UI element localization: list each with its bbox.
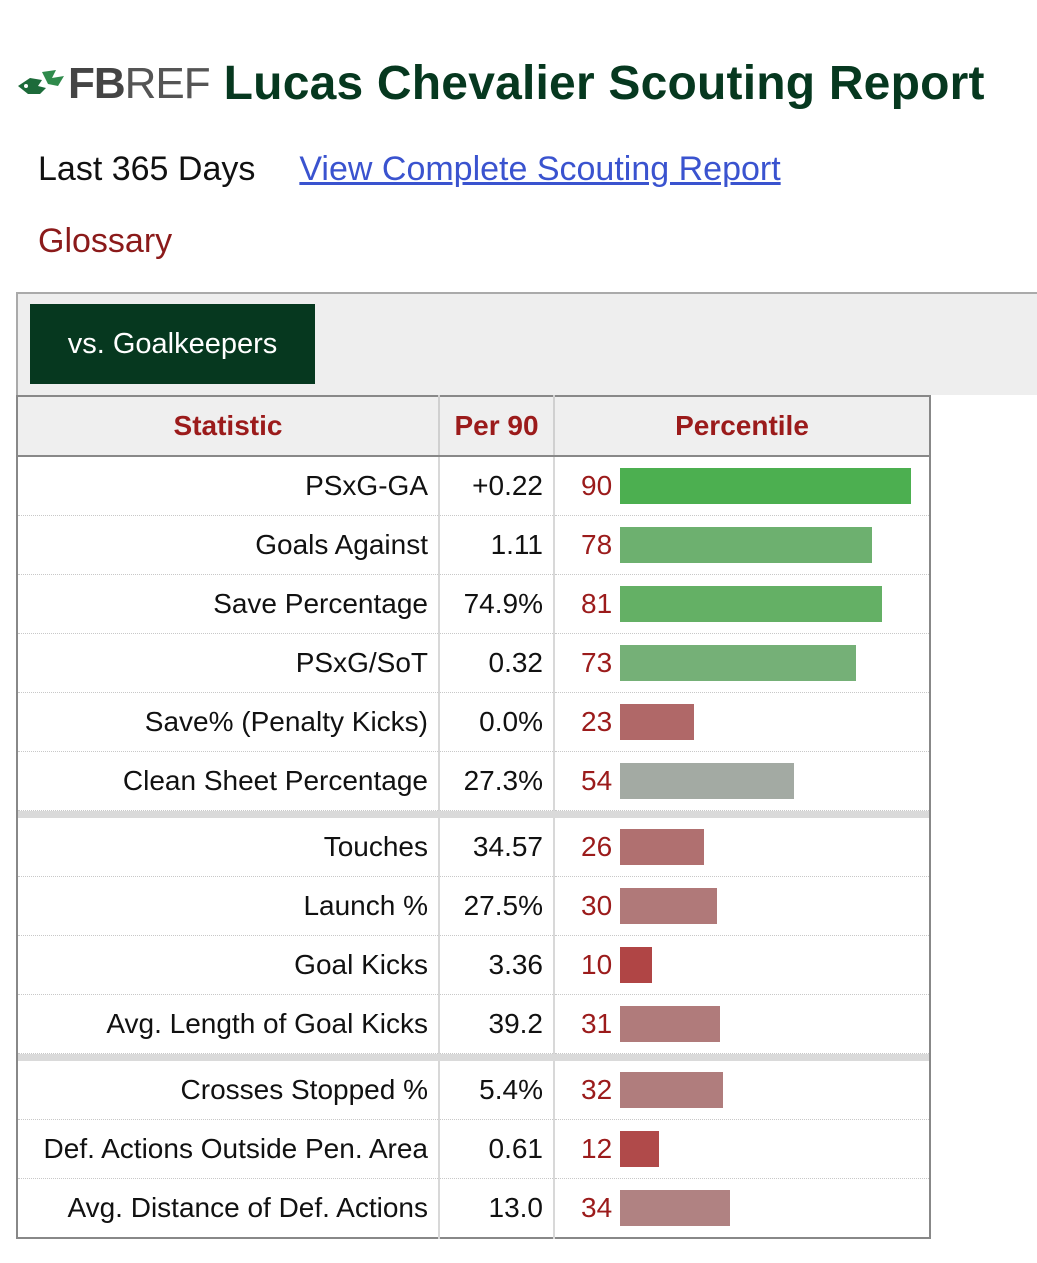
- percentile-value: 12: [581, 1133, 613, 1164]
- percentile-bar: [620, 586, 882, 622]
- percentile-bar: [620, 888, 717, 924]
- stat-name: PSxG-GA: [17, 456, 440, 516]
- percentile-value: 90: [581, 470, 613, 501]
- percentile-value: 23: [581, 706, 613, 737]
- stat-name: Goals Against: [17, 515, 440, 575]
- table-row: PSxG/SoT 0.32 73: [17, 633, 930, 693]
- page-title: Lucas Chevalier Scouting Report: [223, 57, 985, 110]
- header-per90[interactable]: Per 90: [439, 396, 555, 457]
- stat-name: Goal Kicks: [17, 935, 440, 995]
- percentile-value: 78: [581, 529, 613, 560]
- fbref-wordmark: FBREF: [68, 59, 211, 108]
- stat-name: Crosses Stopped %: [17, 1061, 440, 1120]
- table-row: Save Percentage 74.9% 81: [17, 574, 930, 634]
- table-row: Crosses Stopped % 5.4% 32: [17, 1061, 930, 1120]
- percentile-bar: [620, 1006, 720, 1042]
- stat-name: Avg. Length of Goal Kicks: [17, 994, 440, 1054]
- per90-value: 74.9%: [439, 574, 555, 634]
- table-row: Touches 34.57 26: [17, 818, 930, 877]
- per90-value: 34.57: [439, 818, 555, 877]
- per90-value: 27.5%: [439, 876, 555, 936]
- header-percentile[interactable]: Percentile: [554, 396, 930, 457]
- stat-name: Avg. Distance of Def. Actions: [17, 1178, 440, 1239]
- percentile-cell: 78: [554, 515, 930, 575]
- percentile-value: 30: [581, 890, 613, 921]
- percentile-bar: [620, 763, 794, 799]
- stat-name: Touches: [17, 818, 440, 877]
- table-row: Clean Sheet Percentage 27.3% 54: [17, 751, 930, 811]
- table-row: Avg. Distance of Def. Actions 13.0 34: [17, 1178, 930, 1239]
- percentile-value: 31: [581, 1008, 613, 1039]
- full-report-link[interactable]: View Complete Scouting Report: [299, 150, 781, 188]
- percentile-cell: 31: [554, 994, 930, 1054]
- percentile-value: 73: [581, 647, 613, 678]
- stat-name: Save Percentage: [17, 574, 440, 634]
- per90-value: 13.0: [439, 1178, 555, 1239]
- stat-name: PSxG/SoT: [17, 633, 440, 693]
- table-row: Launch % 27.5% 30: [17, 876, 930, 936]
- percentile-value: 32: [581, 1074, 613, 1105]
- percentile-cell: 34: [554, 1178, 930, 1239]
- group-separator: [17, 1053, 930, 1061]
- percentile-value: 81: [581, 588, 613, 619]
- percentile-cell: 12: [554, 1119, 930, 1179]
- table-row: Goals Against 1.11 78: [17, 515, 930, 575]
- percentile-bar: [620, 947, 652, 983]
- percentile-value: 10: [581, 949, 613, 980]
- percentile-bar: [620, 1072, 723, 1108]
- percentile-bar: [620, 527, 872, 563]
- percentile-bar: [620, 704, 694, 740]
- fbref-logo[interactable]: FBREF: [16, 59, 211, 108]
- scouting-table: Statistic Per 90 Percentile PSxG-GA +0.22…: [16, 395, 931, 1239]
- tab-bar: vs. Goalkeepers: [16, 292, 1037, 395]
- table-row: Avg. Length of Goal Kicks 39.2 31: [17, 994, 930, 1054]
- table-row: PSxG-GA +0.22 90: [17, 456, 930, 516]
- stat-name: Save% (Penalty Kicks): [17, 692, 440, 752]
- fbref-leaf-icon: [18, 70, 64, 94]
- per90-value: 39.2: [439, 994, 555, 1054]
- table-row: Def. Actions Outside Pen. Area 0.61 12: [17, 1119, 930, 1179]
- separator-cell: [17, 1053, 930, 1061]
- report-options: Last 365 Days View Complete Scouting Rep…: [38, 150, 781, 189]
- group-separator: [17, 810, 930, 818]
- percentile-value: 54: [581, 765, 613, 796]
- per90-value: 27.3%: [439, 751, 555, 811]
- glossary-link[interactable]: Glossary: [38, 222, 173, 260]
- percentile-cell: 23: [554, 692, 930, 752]
- per90-value: 1.11: [439, 515, 555, 575]
- percentile-cell: 10: [554, 935, 930, 995]
- tab-vs-goalkeepers[interactable]: vs. Goalkeepers: [30, 304, 315, 384]
- period-label: Last 365 Days: [38, 150, 256, 188]
- table-row: Goal Kicks 3.36 10: [17, 935, 930, 995]
- percentile-cell: 54: [554, 751, 930, 811]
- per90-value: +0.22: [439, 456, 555, 516]
- page-header: FBREF Lucas Chevalier Scouting Report: [16, 56, 985, 112]
- table-row: Save% (Penalty Kicks) 0.0% 23: [17, 692, 930, 752]
- percentile-bar: [620, 468, 911, 504]
- percentile-cell: 26: [554, 818, 930, 877]
- separator-cell: [17, 810, 930, 818]
- per90-value: 0.61: [439, 1119, 555, 1179]
- per90-value: 5.4%: [439, 1061, 555, 1120]
- stat-name: Def. Actions Outside Pen. Area: [17, 1119, 440, 1179]
- table-header-row: Statistic Per 90 Percentile: [17, 396, 930, 457]
- percentile-bar: [620, 829, 704, 865]
- percentile-bar: [620, 1131, 659, 1167]
- percentile-cell: 90: [554, 456, 930, 516]
- percentile-value: 26: [581, 831, 613, 862]
- per90-value: 0.32: [439, 633, 555, 693]
- percentile-bar: [620, 645, 856, 681]
- per90-value: 0.0%: [439, 692, 555, 752]
- stat-name: Clean Sheet Percentage: [17, 751, 440, 811]
- per90-value: 3.36: [439, 935, 555, 995]
- percentile-cell: 32: [554, 1061, 930, 1120]
- percentile-cell: 30: [554, 876, 930, 936]
- header-statistic[interactable]: Statistic: [17, 396, 440, 457]
- percentile-cell: 73: [554, 633, 930, 693]
- percentile-bar: [620, 1190, 730, 1226]
- percentile-value: 34: [581, 1192, 613, 1223]
- stat-name: Launch %: [17, 876, 440, 936]
- percentile-cell: 81: [554, 574, 930, 634]
- table-body: PSxG-GA +0.22 90 Goals Against 1.11 78 Save Pe…: [17, 456, 930, 1239]
